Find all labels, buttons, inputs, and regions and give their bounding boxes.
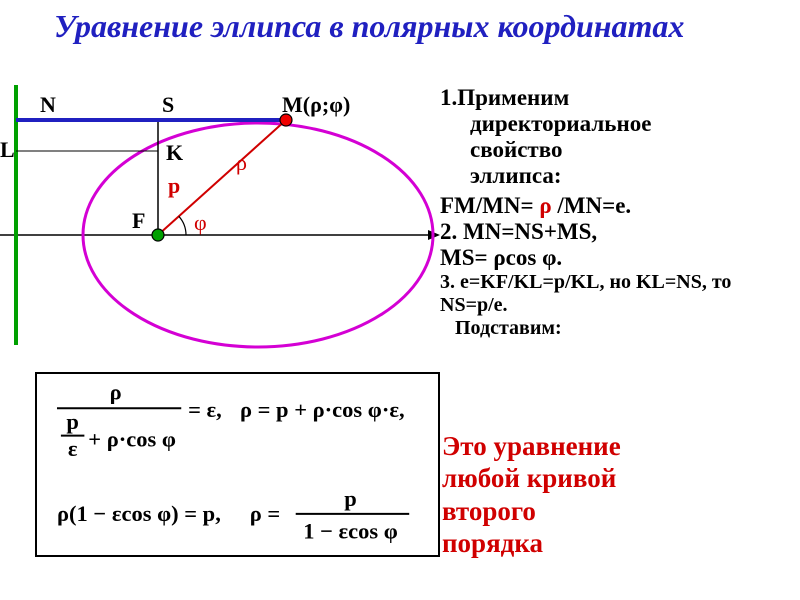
conclusion: Это уравнение любой кривой второго поряд… [442, 430, 621, 560]
step3: 3. e=KF/KL=p/KL, но KL=NS, то NS=p/e. [440, 271, 794, 317]
svg-text:p: p [66, 409, 79, 434]
conclusion-l3: второго [442, 495, 621, 527]
svg-text:K: K [166, 140, 183, 165]
conclusion-l2: любой кривой [442, 462, 621, 494]
step1-leadin: 1.Применим [440, 85, 794, 111]
svg-text:F: F [132, 208, 145, 233]
svg-text:ρ =: ρ = [250, 501, 281, 526]
conclusion-l4: порядка [442, 527, 621, 559]
page-title: Уравнение эллипса в полярных координатах [54, 8, 684, 45]
step4: 4 Подставим: [440, 317, 794, 340]
svg-text:M(ρ;φ): M(ρ;φ) [282, 92, 350, 117]
conclusion-l1: Это уравнение [442, 430, 621, 462]
step2: 2. MN=NS+MS, [440, 219, 794, 245]
steps-panel: 1.Применим директориальное свойство элли… [440, 85, 800, 340]
formula-box: ρpε+ ρ·cos φ= ε,ρ = p + ρ·cos φ·ε,ρ(1 − … [35, 372, 440, 557]
svg-text:ρ(1 − εcos φ) = p,: ρ(1 − εcos φ) = p, [57, 501, 221, 526]
svg-text:p: p [168, 173, 180, 198]
svg-text:L: L [0, 137, 15, 162]
eq-part-b: /MN=e. [557, 193, 631, 218]
svg-text:ρ = p + ρ·cos φ·ε,: ρ = p + ρ·cos φ·ε, [240, 397, 405, 422]
step1-line3: эллипса: [440, 163, 794, 189]
step2b: MS= ρcos φ. [440, 245, 794, 271]
svg-text:+ ρ·cos φ: + ρ·cos φ [88, 426, 176, 451]
svg-text:S: S [162, 92, 174, 117]
step1-equation: FM/MN= ρ /MN=e. [440, 193, 794, 219]
eq-part-a: FM/MN= [440, 193, 539, 218]
svg-text:= ε,: = ε, [188, 397, 222, 422]
step1-line2: свойство [440, 137, 794, 163]
svg-text:φ: φ [194, 210, 207, 235]
svg-text:ρ: ρ [110, 379, 122, 404]
ellipse-diagram: N S L K Fp ρ φ M(ρ;φ) [0, 85, 440, 365]
svg-text:p: p [344, 486, 357, 511]
svg-text:ρ: ρ [236, 150, 247, 175]
svg-text:N: N [40, 92, 56, 117]
svg-text:1 − εcos φ: 1 − εcos φ [303, 518, 398, 543]
svg-text:ε: ε [68, 436, 78, 461]
eq-rho: ρ [539, 193, 557, 218]
step1-line1: директориальное [440, 111, 794, 137]
